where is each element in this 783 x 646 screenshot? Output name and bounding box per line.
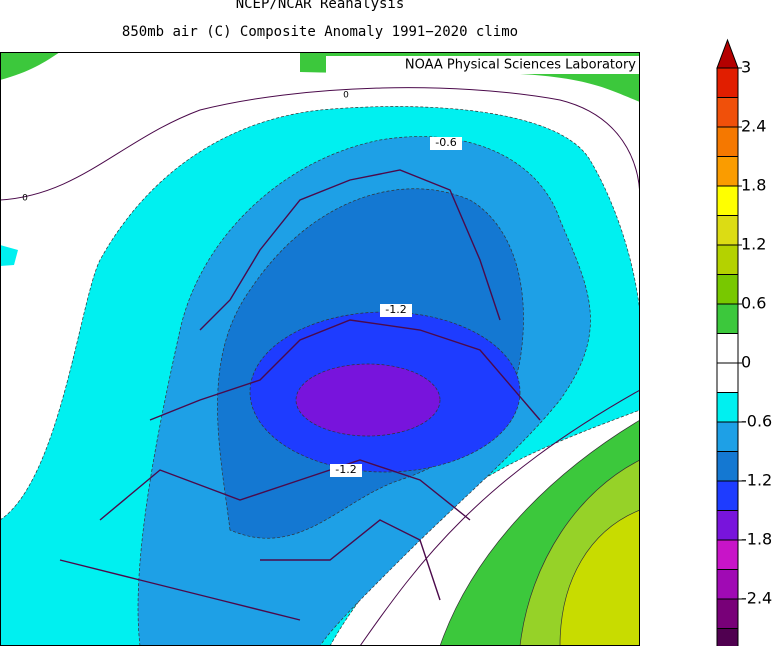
colorbar-label: 1.2: [741, 235, 766, 254]
colorbar-cell: [716, 303, 739, 334]
colorbar-cell: [716, 67, 739, 98]
contour-labels: -0.6 -1.2 -1.2 0 0: [22, 91, 462, 477]
contour-label: -0.6: [435, 136, 456, 149]
contour-label: -1.2: [385, 303, 406, 316]
colorbar-cell: [716, 333, 739, 364]
map: [0, 52, 640, 646]
contour-label: 0: [343, 91, 349, 101]
colorbar-cell: [716, 451, 739, 482]
colorbar-cell: [716, 244, 739, 275]
colorbar-label: 2.4: [741, 117, 766, 136]
colorbar-cell: [716, 480, 739, 511]
colorbar-label: -2.4: [741, 589, 772, 608]
colorbar-cell: [716, 569, 739, 600]
colorbar-label: 0.6: [741, 294, 766, 313]
colorbar-label: -1.2: [741, 471, 772, 490]
colorbar: 3 2.4 1.8 1.2 0.6 0 -0.6 -1.2 -1.8 -2.4: [716, 38, 772, 646]
colorbar-label: 0: [741, 353, 751, 372]
colorbar-cell: [716, 510, 739, 541]
colorbar-arrow: [716, 38, 739, 69]
contour-label: -1.2: [335, 463, 356, 476]
title: NCEP/NCAR Reanalysis: [236, 0, 405, 12]
colorbar-label: 3: [741, 58, 751, 77]
subtitle: 850mb air (C) Composite Anomaly 1991−202…: [122, 24, 518, 40]
colorbar-label: -1.8: [741, 530, 772, 549]
colorbar-cell: [716, 156, 739, 187]
colorbar-cell: [716, 598, 739, 629]
colorbar-label: -0.6: [741, 412, 772, 431]
colorbar-cell: [716, 421, 739, 452]
credit: NOAA Physical Sciences Laboratory: [405, 58, 636, 73]
colorbar-cell: [716, 628, 739, 646]
colorbar-cell: [716, 185, 739, 216]
colorbar-cell: [716, 97, 739, 128]
colorbar-label: 1.8: [741, 176, 766, 195]
colorbar-cell: [716, 362, 739, 393]
colorbar-cell: [716, 392, 739, 423]
colorbar-cell: [716, 215, 739, 246]
colorbar-cell: [716, 274, 739, 305]
contour-label: 0: [22, 194, 28, 204]
colorbar-cell: [716, 126, 739, 157]
colorbar-cell: [716, 539, 739, 570]
